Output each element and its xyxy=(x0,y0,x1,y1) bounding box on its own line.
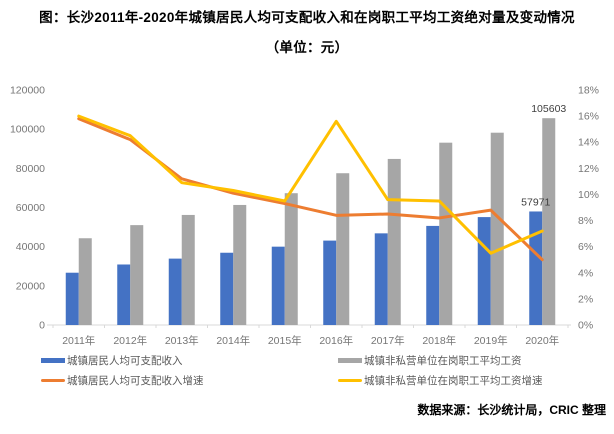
left-axis-tick-label: 100000 xyxy=(10,124,45,136)
data-label: 57971 xyxy=(521,196,550,208)
x-axis-category-label: 2019年 xyxy=(474,334,508,347)
bar xyxy=(78,238,92,325)
x-axis-category-label: 2017年 xyxy=(371,334,405,347)
bar xyxy=(65,272,79,325)
bar xyxy=(542,118,556,325)
left-axis-tick-label: 40000 xyxy=(16,241,45,253)
right-axis-tick-label: 4% xyxy=(578,267,593,279)
x-axis-category-label: 2014年 xyxy=(216,334,250,347)
left-axis-tick-label: 0 xyxy=(39,320,45,332)
data-source-note: 数据来源：长沙统计局，CRIC 整理 xyxy=(417,403,606,417)
bar xyxy=(130,225,144,325)
right-axis-tick-label: 8% xyxy=(578,215,593,227)
income-bar-legend-swatch xyxy=(41,358,65,363)
legend-item-income-bar: 城镇居民人均可支配收入 xyxy=(41,353,183,368)
right-axis-tick-label: 18% xyxy=(578,85,599,97)
bar xyxy=(529,211,543,325)
left-axis-tick-label: 80000 xyxy=(16,163,45,175)
bar xyxy=(323,240,337,325)
bars-wage xyxy=(78,118,556,325)
x-axis-category-label: 2012年 xyxy=(113,334,147,347)
line-wage-growth xyxy=(77,114,544,255)
right-axis-tick-label: 0% xyxy=(578,320,593,332)
chart-title: 图：长沙2011年-2020年城镇居民人均可支配收入和在岗职工平均工资绝对量及变… xyxy=(39,10,575,25)
right-axis-tick-label: 12% xyxy=(578,163,599,175)
legend-label: 城镇居民人均可支配收入 xyxy=(67,355,183,367)
bar xyxy=(233,204,247,325)
right-axis-tick-label: 16% xyxy=(578,111,599,123)
bar xyxy=(439,142,453,325)
income-growth-legend-swatch xyxy=(41,378,65,383)
left-axis-labels: 0 20000 40000 60000 80000 100000 120000 xyxy=(10,85,45,332)
right-axis-tick-label: 6% xyxy=(578,241,593,253)
left-axis-tick-label: 120000 xyxy=(10,85,45,97)
right-axis-tick-label: 10% xyxy=(578,189,599,201)
bar xyxy=(168,258,182,325)
x-axis-category-label: 2015年 xyxy=(268,334,302,347)
legend-label: 城镇非私营单位在岗职工平均工资增速 xyxy=(364,375,543,387)
legend-item-wage-growth-line: 城镇非私营单位在岗职工平均工资增速 xyxy=(338,373,543,388)
bar xyxy=(374,233,388,325)
left-axis-tick-label: 20000 xyxy=(16,280,45,292)
x-axis-category-label: 2011年 xyxy=(62,334,95,347)
right-axis-labels: 0% 2% 4% 6% 8% 10% 12% 14% 16% 18% xyxy=(578,85,599,332)
legend-label: 城镇居民人均可支配收入增速 xyxy=(67,375,204,387)
line-income-growth xyxy=(77,117,544,262)
x-axis-category-labels: 2011年 2012年 2013年 2014年 2015年 2016年 2017年 2018年… xyxy=(62,334,559,347)
bars-income xyxy=(65,211,543,325)
x-axis-category-label: 2020年 xyxy=(525,334,559,347)
right-axis-tick-label: 14% xyxy=(578,137,599,149)
legend-item-income-growth-line: 城镇居民人均可支配收入增速 xyxy=(41,373,204,388)
wage-growth-legend-swatch xyxy=(338,378,362,383)
wage-bar-legend-swatch xyxy=(338,358,362,363)
legend-item-wage-bar: 城镇非私营单位在岗职工平均工资 xyxy=(338,353,522,368)
x-axis-category-label: 2018年 xyxy=(422,334,456,347)
right-axis-tick-label: 2% xyxy=(578,293,593,305)
left-axis-tick-label: 60000 xyxy=(16,202,45,214)
x-axis-category-label: 2013年 xyxy=(165,334,199,347)
bar xyxy=(117,264,131,325)
bar xyxy=(426,225,440,325)
data-labels: 105603 57971 xyxy=(521,103,566,208)
combo-chart: 0 20000 40000 60000 80000 100000 120000 0% 2% 4% 6… xyxy=(10,85,599,348)
bar xyxy=(220,252,234,325)
x-axis xyxy=(47,324,571,328)
data-label: 105603 xyxy=(531,103,566,115)
chart-unit-subtitle: （单位：元） xyxy=(265,40,349,55)
bar xyxy=(336,173,350,325)
bar xyxy=(477,217,491,325)
legend-label: 城镇非私营单位在岗职工平均工资 xyxy=(364,355,522,367)
x-axis-category-label: 2016年 xyxy=(319,334,353,347)
bar xyxy=(490,132,504,325)
bar xyxy=(284,193,298,325)
bar xyxy=(271,246,285,325)
bar xyxy=(387,158,401,325)
bar xyxy=(181,214,195,325)
